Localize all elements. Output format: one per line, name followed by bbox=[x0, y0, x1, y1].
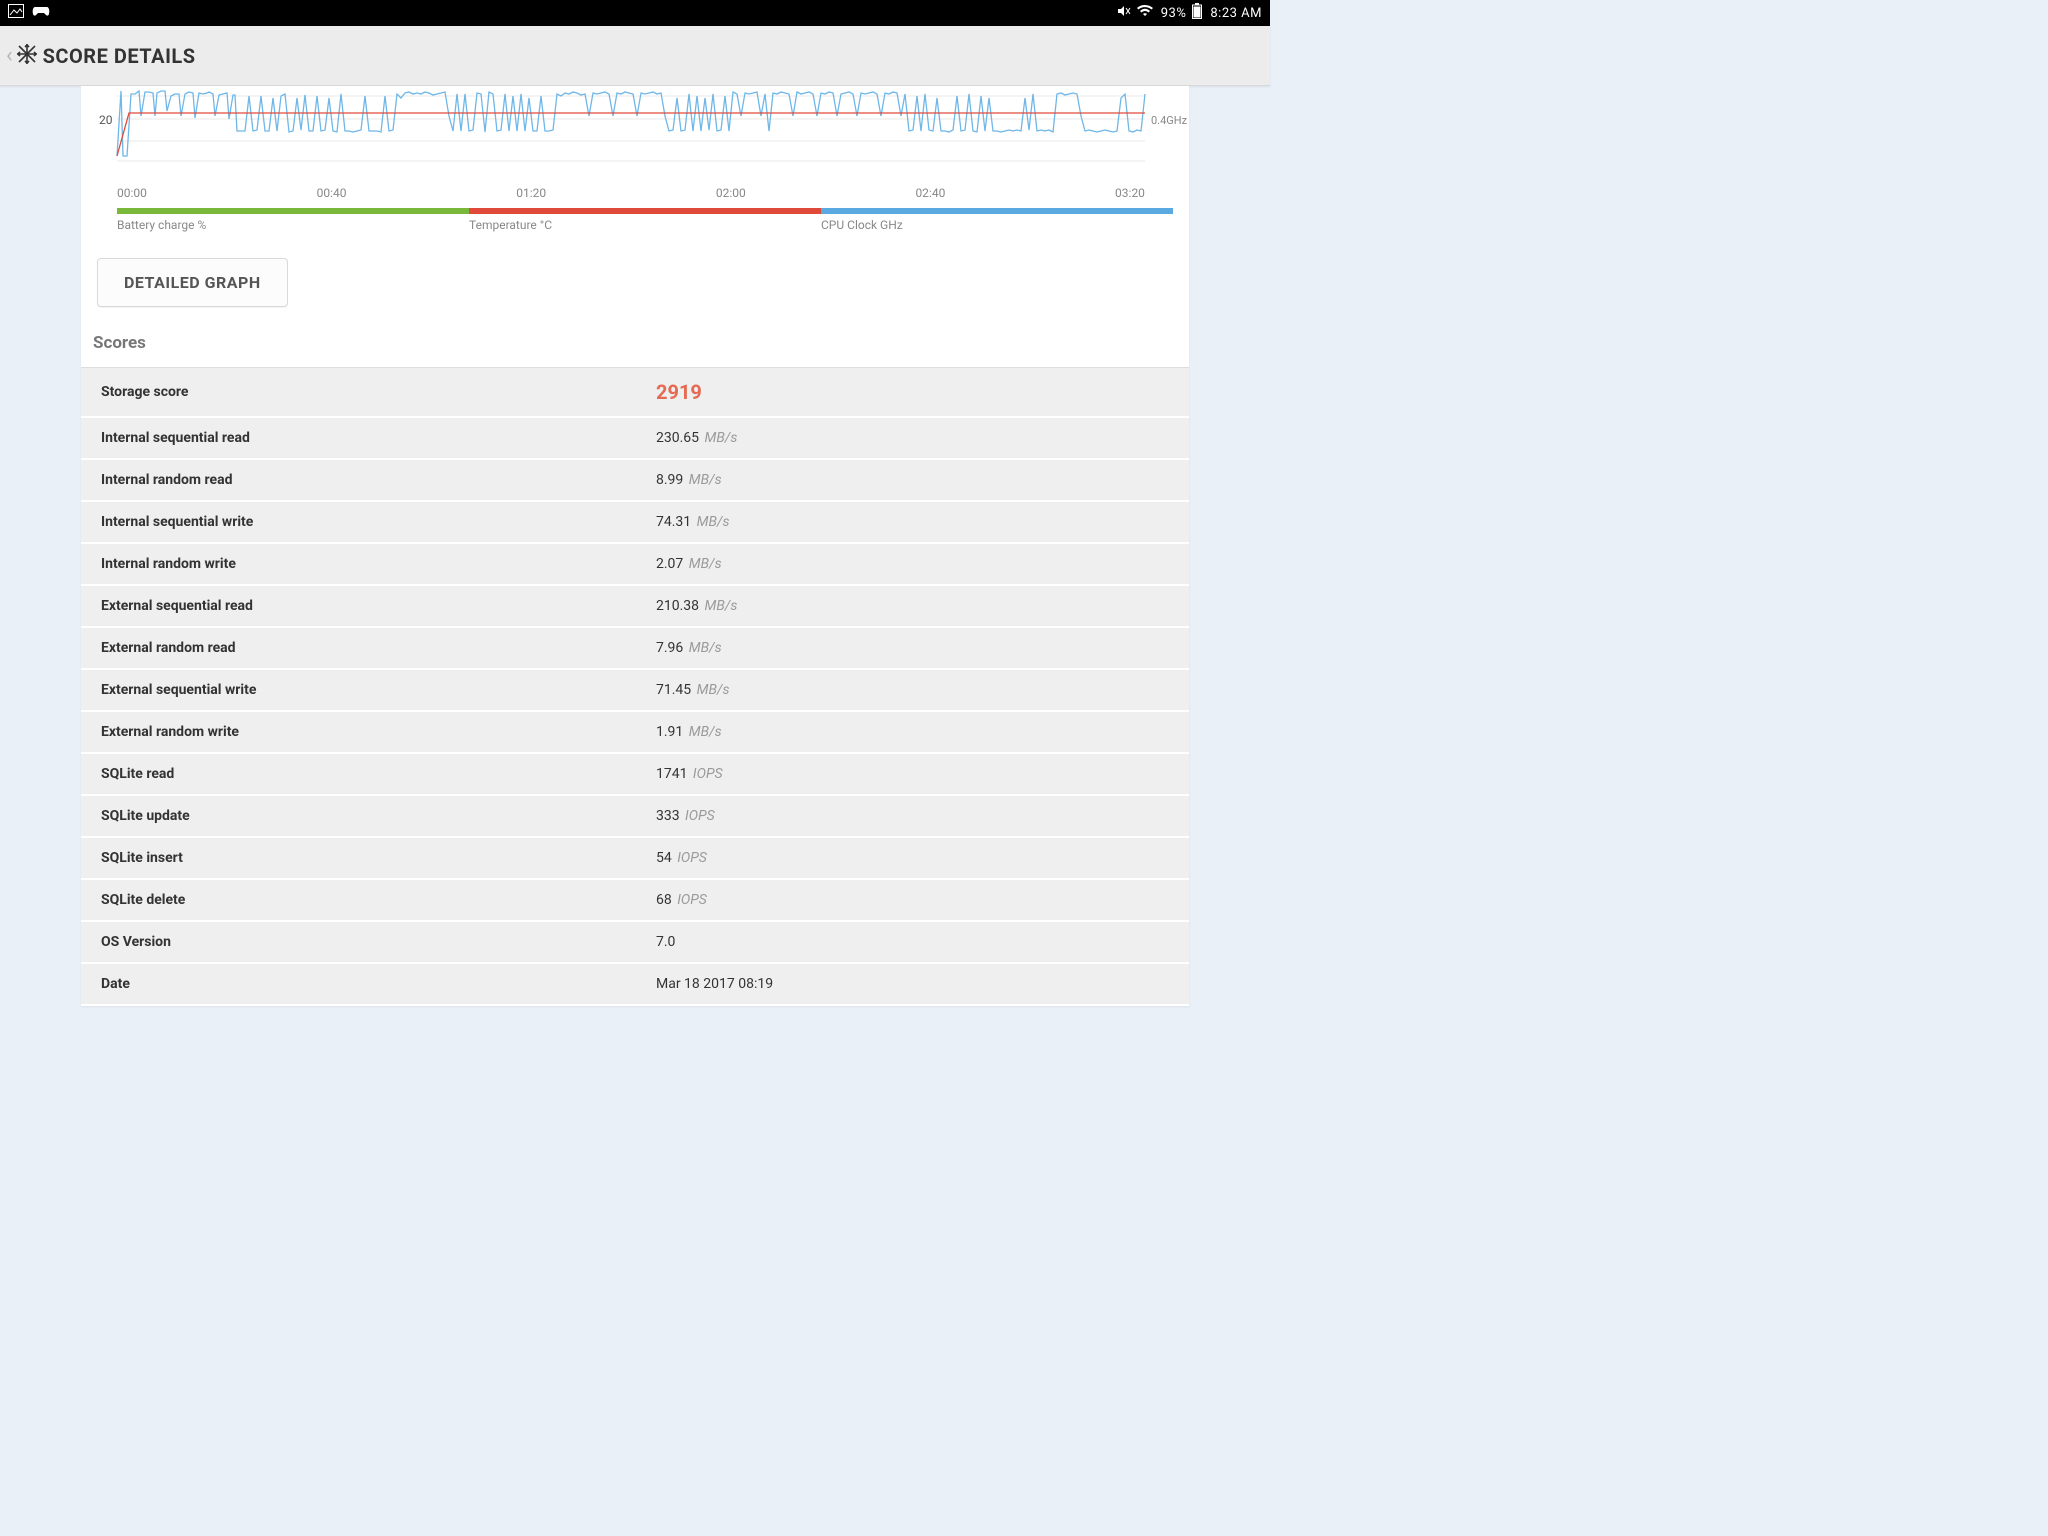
score-value: 74.31 MB/s bbox=[636, 501, 1189, 543]
score-value: 210.38 MB/s bbox=[636, 585, 1189, 627]
snowflake-icon bbox=[15, 42, 39, 70]
score-label: Date bbox=[81, 963, 636, 1005]
score-label: Storage score bbox=[81, 368, 636, 417]
table-row: External random read7.96 MB/s bbox=[81, 627, 1189, 669]
x-axis-ticks: 00:00 00:40 01:20 02:00 02:40 03:20 bbox=[81, 186, 1189, 200]
table-row: Internal sequential read230.65 MB/s bbox=[81, 417, 1189, 459]
score-value: 1741 IOPS bbox=[636, 753, 1189, 795]
table-row: OS Version7.0 bbox=[81, 921, 1189, 963]
legend-label: Battery charge % bbox=[117, 218, 469, 232]
status-time: 8:23 AM bbox=[1210, 6, 1262, 21]
score-label: External sequential write bbox=[81, 669, 636, 711]
table-row: SQLite insert54 IOPS bbox=[81, 837, 1189, 879]
detailed-graph-button[interactable]: DETAILED GRAPH bbox=[97, 258, 288, 307]
score-value: 54 IOPS bbox=[636, 837, 1189, 879]
score-card: 20 0.4GHz 00:0000:4001:2002:0002:4003:20… bbox=[81, 86, 1189, 1006]
table-row: External sequential write71.45 MB/s bbox=[81, 669, 1189, 711]
table-row: Internal random write2.07 MB/s bbox=[81, 543, 1189, 585]
wifi-icon bbox=[1137, 5, 1153, 21]
score-label: SQLite delete bbox=[81, 879, 636, 921]
score-label: External random write bbox=[81, 711, 636, 753]
x-tick: 01:20 bbox=[516, 186, 546, 200]
gamepad-icon bbox=[32, 5, 50, 21]
score-value: 333 IOPS bbox=[636, 795, 1189, 837]
score-value: 2.07 MB/s bbox=[636, 543, 1189, 585]
scores-table: Storage score2919Internal sequential rea… bbox=[81, 368, 1189, 1006]
score-value: Mar 18 2017 08:19 bbox=[636, 963, 1189, 1005]
x-tick: 00:40 bbox=[317, 186, 347, 200]
legend-label: CPU Clock GHz bbox=[821, 218, 1173, 232]
table-row: Internal random read8.99 MB/s bbox=[81, 459, 1189, 501]
legend-segment bbox=[821, 208, 1173, 214]
x-tick: 02:00 bbox=[716, 186, 746, 200]
table-row: SQLite read1741 IOPS bbox=[81, 753, 1189, 795]
legend-segment bbox=[469, 208, 821, 214]
mute-icon bbox=[1117, 4, 1131, 22]
chart-area: 20 0.4GHz 00:0000:4001:2002:0002:4003:20 bbox=[81, 86, 1189, 196]
score-label: External random read bbox=[81, 627, 636, 669]
score-label: Internal sequential write bbox=[81, 501, 636, 543]
score-value: 71.45 MB/s bbox=[636, 669, 1189, 711]
legend-bar bbox=[81, 208, 1189, 214]
score-label: SQLite read bbox=[81, 753, 636, 795]
legend-label: Temperature °C bbox=[469, 218, 821, 232]
legend-text: Battery charge %Temperature °CCPU Clock … bbox=[81, 214, 1189, 232]
legend-segment bbox=[117, 208, 469, 214]
right-axis-label: 0.4GHz bbox=[1151, 114, 1188, 127]
table-row: SQLite update333 IOPS bbox=[81, 795, 1189, 837]
battery-icon bbox=[1192, 3, 1202, 23]
score-value: 1.91 MB/s bbox=[636, 711, 1189, 753]
gallery-icon bbox=[8, 4, 24, 22]
scores-section-title: Scores bbox=[81, 333, 1189, 368]
score-value: 7.0 bbox=[636, 921, 1189, 963]
score-label: External sequential read bbox=[81, 585, 636, 627]
back-icon[interactable]: ‹ bbox=[6, 43, 13, 68]
score-label: SQLite update bbox=[81, 795, 636, 837]
battery-percent: 93% bbox=[1161, 6, 1187, 21]
score-value: 68 IOPS bbox=[636, 879, 1189, 921]
page-title: SCORE DETAILS bbox=[43, 44, 196, 68]
score-value: 230.65 MB/s bbox=[636, 417, 1189, 459]
table-row: Internal sequential write74.31 MB/s bbox=[81, 501, 1189, 543]
score-label: SQLite insert bbox=[81, 837, 636, 879]
table-row: External random write1.91 MB/s bbox=[81, 711, 1189, 753]
score-value: 2919 bbox=[636, 368, 1189, 417]
table-row: SQLite delete68 IOPS bbox=[81, 879, 1189, 921]
score-label: Internal random write bbox=[81, 543, 636, 585]
score-value: 7.96 MB/s bbox=[636, 627, 1189, 669]
score-label: OS Version bbox=[81, 921, 636, 963]
x-tick: 03:20 bbox=[1115, 186, 1145, 200]
table-row: Storage score2919 bbox=[81, 368, 1189, 417]
score-label: Internal sequential read bbox=[81, 417, 636, 459]
x-tick: 00:00 bbox=[117, 186, 147, 200]
table-row: External sequential read210.38 MB/s bbox=[81, 585, 1189, 627]
y-axis-tick: 20 bbox=[99, 113, 113, 127]
status-bar: 93% 8:23 AM bbox=[0, 0, 1270, 26]
x-tick: 02:40 bbox=[915, 186, 945, 200]
app-bar: ‹ SCORE DETAILS bbox=[0, 26, 1270, 86]
score-label: Internal random read bbox=[81, 459, 636, 501]
score-value: 8.99 MB/s bbox=[636, 459, 1189, 501]
table-row: DateMar 18 2017 08:19 bbox=[81, 963, 1189, 1005]
performance-chart: 20 0.4GHz bbox=[81, 86, 1189, 186]
